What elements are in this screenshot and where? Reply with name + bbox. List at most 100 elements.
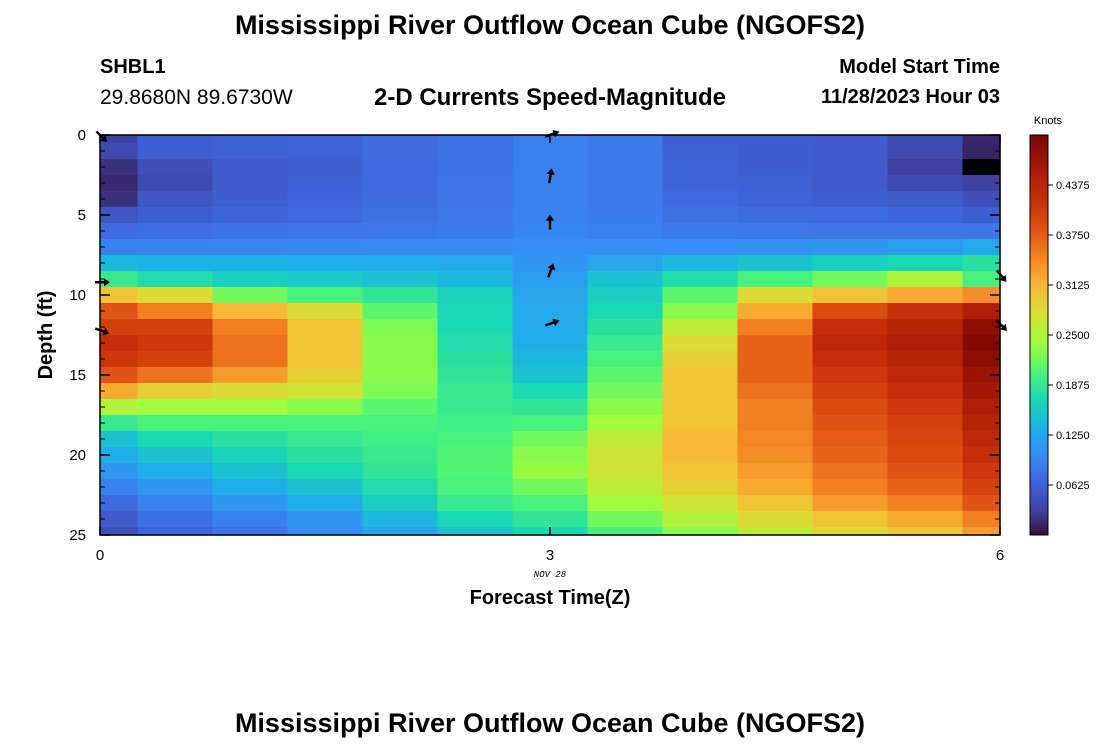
heatmap-cell bbox=[437, 239, 514, 256]
heatmap-cell bbox=[212, 495, 289, 512]
heatmap-cell bbox=[887, 399, 964, 416]
heatmap-cell bbox=[887, 159, 964, 176]
heatmap-cell bbox=[212, 303, 289, 320]
heatmap-cell bbox=[437, 191, 514, 208]
heatmap-cell bbox=[437, 223, 514, 240]
heatmap-cell bbox=[887, 431, 964, 448]
heatmap-cell bbox=[662, 447, 739, 464]
heatmap-cell bbox=[962, 527, 1001, 536]
heatmap-cell bbox=[887, 143, 964, 160]
heatmap-cell bbox=[962, 287, 1001, 304]
heatmap-cell bbox=[737, 495, 814, 512]
heatmap-cell bbox=[137, 447, 214, 464]
heatmap-cell bbox=[212, 415, 289, 432]
colorbar bbox=[1029, 134, 1049, 536]
heatmap-cell bbox=[362, 479, 439, 496]
y-tick-label: 25 bbox=[69, 527, 86, 544]
heatmap-cell bbox=[212, 191, 289, 208]
colorbar-tick-label: 0.3125 bbox=[1056, 280, 1090, 292]
chart-title-top: Mississippi River Outflow Ocean Cube (NG… bbox=[234, 10, 866, 40]
heatmap-cell bbox=[512, 223, 589, 240]
heatmap-cell bbox=[512, 351, 589, 368]
heatmap-cell bbox=[362, 495, 439, 512]
heatmap-cell bbox=[887, 207, 964, 224]
heatmap-cell bbox=[737, 191, 814, 208]
heatmap-cell bbox=[812, 367, 889, 384]
heatmap-cell bbox=[212, 135, 289, 144]
heatmap-cell bbox=[137, 159, 214, 176]
heatmap-cell bbox=[212, 143, 289, 160]
heatmap-cell bbox=[662, 159, 739, 176]
heatmap-cell bbox=[737, 271, 814, 288]
heatmap-cell bbox=[662, 431, 739, 448]
heatmap-cell bbox=[137, 191, 214, 208]
heatmap-cell bbox=[362, 287, 439, 304]
station-coordinates: 29.8680N 89.6730W bbox=[100, 86, 293, 109]
current-vectors bbox=[94, 129, 1008, 336]
heatmap-cell bbox=[737, 463, 814, 480]
heatmap-cell bbox=[587, 303, 664, 320]
heatmap-cell bbox=[812, 463, 889, 480]
heatmap-cell bbox=[962, 431, 1001, 448]
heatmap-cell bbox=[587, 399, 664, 416]
colorbar-ticks: 0.0625 0.1250 0.1875 0.2500 0.3125 0.3750 0.43… bbox=[1048, 180, 1090, 492]
heatmap-cell bbox=[437, 303, 514, 320]
heatmap-cell bbox=[437, 255, 514, 272]
heatmap-cell bbox=[362, 463, 439, 480]
heatmap-cell bbox=[287, 303, 364, 320]
heatmap-cell bbox=[437, 367, 514, 384]
heatmap-cell bbox=[587, 207, 664, 224]
heatmap-cell bbox=[512, 287, 589, 304]
heatmap-cell bbox=[100, 479, 139, 496]
heatmap-cell bbox=[287, 255, 364, 272]
heatmap-cell bbox=[737, 415, 814, 432]
heatmap-cell bbox=[887, 447, 964, 464]
heatmap-cell bbox=[662, 319, 739, 336]
heatmap-cell bbox=[212, 319, 289, 336]
heatmap-cell bbox=[662, 239, 739, 256]
heatmap-cell bbox=[100, 175, 139, 192]
heatmap-cell bbox=[287, 527, 364, 536]
heatmap-cell bbox=[587, 239, 664, 256]
heatmap-cell bbox=[662, 335, 739, 352]
heatmap-cell bbox=[662, 303, 739, 320]
heatmap-cell bbox=[512, 415, 589, 432]
heatmap-cell bbox=[737, 303, 814, 320]
heatmap-cell bbox=[812, 207, 889, 224]
heatmap-cell bbox=[737, 239, 814, 256]
heatmap-cell bbox=[962, 399, 1001, 416]
heatmap-cell bbox=[962, 143, 1001, 160]
heatmap-cell bbox=[287, 135, 364, 144]
heatmap-cell bbox=[962, 447, 1001, 464]
heatmap-cell bbox=[887, 527, 964, 536]
heatmap-cell bbox=[812, 383, 889, 400]
heatmap-cell bbox=[737, 431, 814, 448]
heatmap-cell bbox=[812, 303, 889, 320]
heatmap-cell bbox=[212, 447, 289, 464]
heatmap-chart: 0 5 10 15 20 25 0 3 6 Forecast Time(Z) Depth (ft… bbox=[35, 115, 1090, 609]
y-tick-label: 15 bbox=[69, 367, 86, 384]
heatmap-cell bbox=[212, 175, 289, 192]
chart-title-bottom: Mississippi River Outflow Ocean Cube (NG… bbox=[234, 708, 866, 738]
heatmap-cell bbox=[962, 255, 1001, 272]
heatmap-cell bbox=[137, 527, 214, 536]
heatmap-cell bbox=[662, 527, 739, 536]
heatmap-cell bbox=[437, 271, 514, 288]
heatmap-cell bbox=[962, 335, 1001, 352]
heatmap-cell bbox=[587, 527, 664, 536]
heatmap-cell bbox=[437, 143, 514, 160]
heatmap-cell bbox=[362, 159, 439, 176]
heatmap-cell bbox=[887, 135, 964, 144]
heatmap-cell bbox=[287, 495, 364, 512]
heatmap-cell bbox=[512, 303, 589, 320]
heatmap-cell bbox=[812, 135, 889, 144]
heatmap-cell bbox=[287, 399, 364, 416]
heatmap-cell bbox=[362, 191, 439, 208]
heatmap-cell bbox=[212, 255, 289, 272]
colorbar-tick-label: 0.3750 bbox=[1056, 230, 1090, 242]
heatmap-cell bbox=[100, 463, 139, 480]
heatmap-cell bbox=[212, 399, 289, 416]
heatmap-cell bbox=[287, 223, 364, 240]
heatmap-cell bbox=[287, 415, 364, 432]
heatmap-cell bbox=[100, 431, 139, 448]
